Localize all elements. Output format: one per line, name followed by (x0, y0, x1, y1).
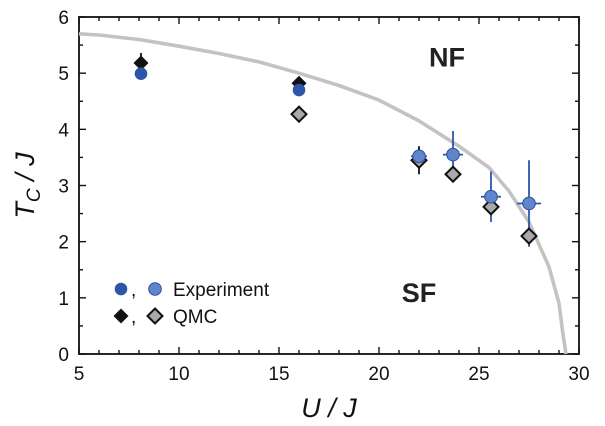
y-axis-title-rest: / J (10, 152, 40, 189)
legend-experiment-separator: , (131, 280, 136, 301)
region-label-nf: NF (429, 42, 465, 72)
y-tick-label: 1 (58, 289, 69, 310)
y-tick-label: 2 (58, 233, 69, 254)
experiment-point-dark (134, 67, 148, 81)
legend: , Experiment, QMC (113, 280, 270, 328)
legend-qmc-separator: , (131, 307, 136, 328)
x-tick-label: 25 (468, 364, 489, 385)
data-layer (78, 32, 568, 355)
y-tick-label: 0 (58, 345, 69, 366)
legend-qmc-light-marker (146, 307, 164, 325)
y-tick-label: 6 (58, 8, 69, 29)
x-tick-label: 15 (268, 364, 289, 385)
legend-qmc-dark-marker (113, 308, 129, 324)
x-tick-label: 30 (568, 364, 589, 385)
y-axis-title-subscript: C (24, 188, 45, 202)
legend-experiment-dark-marker (114, 282, 128, 296)
experiment-point-dark (292, 83, 306, 97)
axes-layer (78, 16, 580, 355)
y-tick-label: 5 (58, 64, 69, 85)
experiment-point-light (446, 147, 460, 162)
experiment-point-light (412, 149, 426, 164)
y-tick-label: 4 (58, 120, 69, 141)
labels-layer: 5 10 15 20 25 30 0 1 2 3 4 5 6 U / J TC / J NF SF (10, 8, 590, 423)
qmc-point-light (444, 165, 462, 184)
x-tick-label: 5 (74, 364, 85, 385)
experiment-point-light (484, 189, 498, 204)
x-axis-title: U / J (301, 393, 357, 423)
region-label-sf: SF (402, 278, 437, 308)
x-tick-label: 10 (168, 364, 189, 385)
experiment-point-light (522, 196, 536, 211)
legend-qmc-label: QMC (173, 307, 217, 328)
y-axis-title: TC / J (10, 152, 45, 219)
phase-boundary-line (78, 32, 568, 355)
legend-experiment-label: Experiment (173, 280, 270, 301)
qmc-point-light (290, 105, 308, 124)
x-tick-label: 20 (368, 364, 389, 385)
legend-experiment-light-marker (148, 282, 162, 296)
qmc-point-light (482, 197, 500, 216)
qmc-point-dark (133, 55, 149, 71)
qmc-point-light (520, 227, 538, 245)
y-tick-label: 3 (58, 177, 69, 198)
